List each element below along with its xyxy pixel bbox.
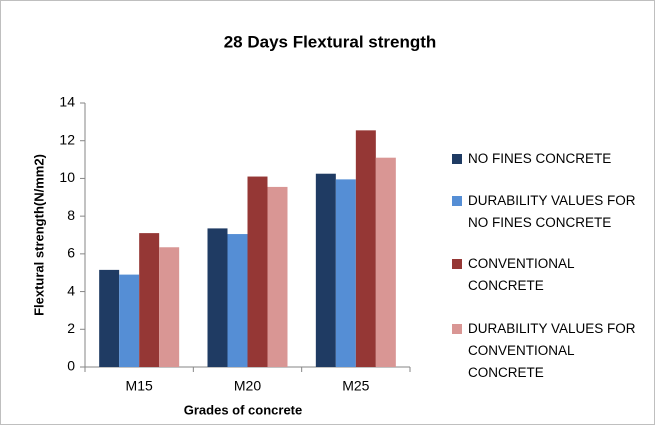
legend-item: NO FINES CONCRETE <box>452 148 652 170</box>
bar <box>355 130 376 367</box>
legend-swatch <box>452 324 462 334</box>
y-tick-label: 14 <box>59 94 75 110</box>
y-axis-label: Flextural strength(N/mm2) <box>31 154 46 316</box>
legend-item: DURABILITY VALUES FOR CONVENTIONAL CONCR… <box>452 318 652 384</box>
y-tick-label: 12 <box>59 131 75 147</box>
x-tick-label: M20 <box>234 378 261 394</box>
y-tick-label: 0 <box>67 358 75 374</box>
x-tick-label: M25 <box>342 378 369 394</box>
legend-item: DURABILITY VALUES FOR NO FINES CONCRETE <box>452 190 652 234</box>
legend-label: DURABILITY VALUES FOR CONVENTIONAL CONCR… <box>468 321 636 380</box>
y-tick-label: 2 <box>67 320 75 336</box>
legend-swatch <box>452 196 462 206</box>
y-tick-label: 6 <box>67 245 75 261</box>
legend-label: NO FINES CONCRETE <box>468 151 612 166</box>
x-tick-label: M15 <box>126 378 153 394</box>
bar <box>119 274 140 367</box>
bar <box>375 157 396 367</box>
chart-title: 28 Days Flextural strength <box>224 32 437 51</box>
bar <box>227 234 248 367</box>
y-tick-label: 4 <box>67 282 75 298</box>
legend-swatch <box>452 259 462 269</box>
bar <box>335 179 356 367</box>
bar <box>99 269 120 367</box>
bar <box>315 173 336 367</box>
bar <box>247 176 268 367</box>
legend-label: DURABILITY VALUES FOR NO FINES CONCRETE <box>468 193 636 230</box>
legend-label: CONVENTIONAL CONCRETE <box>468 256 575 293</box>
bar <box>159 247 180 367</box>
legend-swatch <box>452 154 462 164</box>
legend-item: CONVENTIONAL CONCRETE <box>452 253 652 297</box>
bar <box>139 233 160 367</box>
bar <box>267 186 288 367</box>
y-tick-label: 8 <box>67 207 75 223</box>
x-axis-label: Grades of concrete <box>184 402 303 417</box>
bar <box>207 228 228 367</box>
y-tick-label: 10 <box>59 169 75 185</box>
